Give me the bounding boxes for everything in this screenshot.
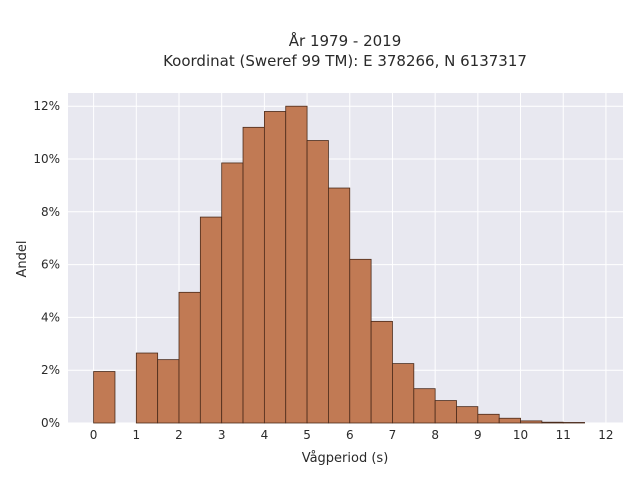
x-tick-label: 12 bbox=[598, 428, 613, 442]
histogram-bar bbox=[392, 363, 415, 424]
histogram-bar bbox=[285, 105, 308, 424]
x-tick-label: 5 bbox=[303, 428, 311, 442]
chart-title-line-1: År 1979 - 2019 bbox=[289, 31, 402, 50]
histogram-bar bbox=[199, 216, 223, 424]
histogram-bar bbox=[370, 320, 393, 424]
x-axis-ticks: 0 1 2 3 4 5 6 7 8 9 10 11 12 bbox=[90, 428, 614, 442]
x-tick-label: 3 bbox=[218, 428, 226, 442]
histogram-bar bbox=[456, 406, 479, 424]
histogram-bar bbox=[477, 413, 500, 424]
histogram-bar bbox=[541, 421, 564, 424]
x-tick-label: 8 bbox=[431, 428, 439, 442]
y-axis-ticks: 0% 2% 4% 6% 8% 10% 12% bbox=[33, 99, 60, 430]
y-tick-label: 6% bbox=[41, 258, 60, 272]
y-tick-label: 8% bbox=[41, 205, 60, 219]
x-tick-label: 9 bbox=[474, 428, 482, 442]
histogram-bar bbox=[562, 422, 585, 424]
histogram-bar bbox=[520, 420, 543, 424]
x-tick-label: 0 bbox=[90, 428, 98, 442]
histogram-bar bbox=[263, 111, 287, 424]
histogram-bar bbox=[135, 352, 159, 424]
chart-title-line-2: Koordinat (Sweref 99 TM): E 378266, N 61… bbox=[163, 52, 527, 70]
histogram-bar bbox=[93, 371, 116, 424]
x-tick-label: 4 bbox=[261, 428, 269, 442]
histogram-bars bbox=[93, 105, 585, 424]
x-axis-label: Vågperiod (s) bbox=[302, 451, 389, 466]
histogram-bar bbox=[178, 291, 201, 424]
y-axis-label: Andel bbox=[15, 241, 30, 278]
x-tick-label: 1 bbox=[132, 428, 140, 442]
x-tick-label: 2 bbox=[175, 428, 183, 442]
y-tick-label: 0% bbox=[41, 416, 60, 430]
y-tick-label: 10% bbox=[33, 152, 60, 166]
histogram-bar bbox=[349, 258, 372, 424]
y-tick-label: 2% bbox=[41, 363, 60, 377]
y-tick-label: 4% bbox=[41, 310, 60, 324]
histogram-bar bbox=[306, 140, 329, 424]
histogram-bar bbox=[413, 388, 436, 424]
x-tick-label: 6 bbox=[346, 428, 354, 442]
histogram-bar bbox=[242, 126, 265, 424]
x-tick-label: 11 bbox=[556, 428, 571, 442]
x-tick-label: 10 bbox=[513, 428, 528, 442]
histogram-bar bbox=[221, 162, 244, 424]
histogram-bar bbox=[434, 400, 457, 424]
x-tick-label: 7 bbox=[389, 428, 397, 442]
histogram-bar bbox=[498, 417, 521, 424]
histogram-bar bbox=[157, 359, 180, 424]
histogram-bar bbox=[328, 187, 351, 424]
y-tick-label: 12% bbox=[33, 99, 60, 113]
